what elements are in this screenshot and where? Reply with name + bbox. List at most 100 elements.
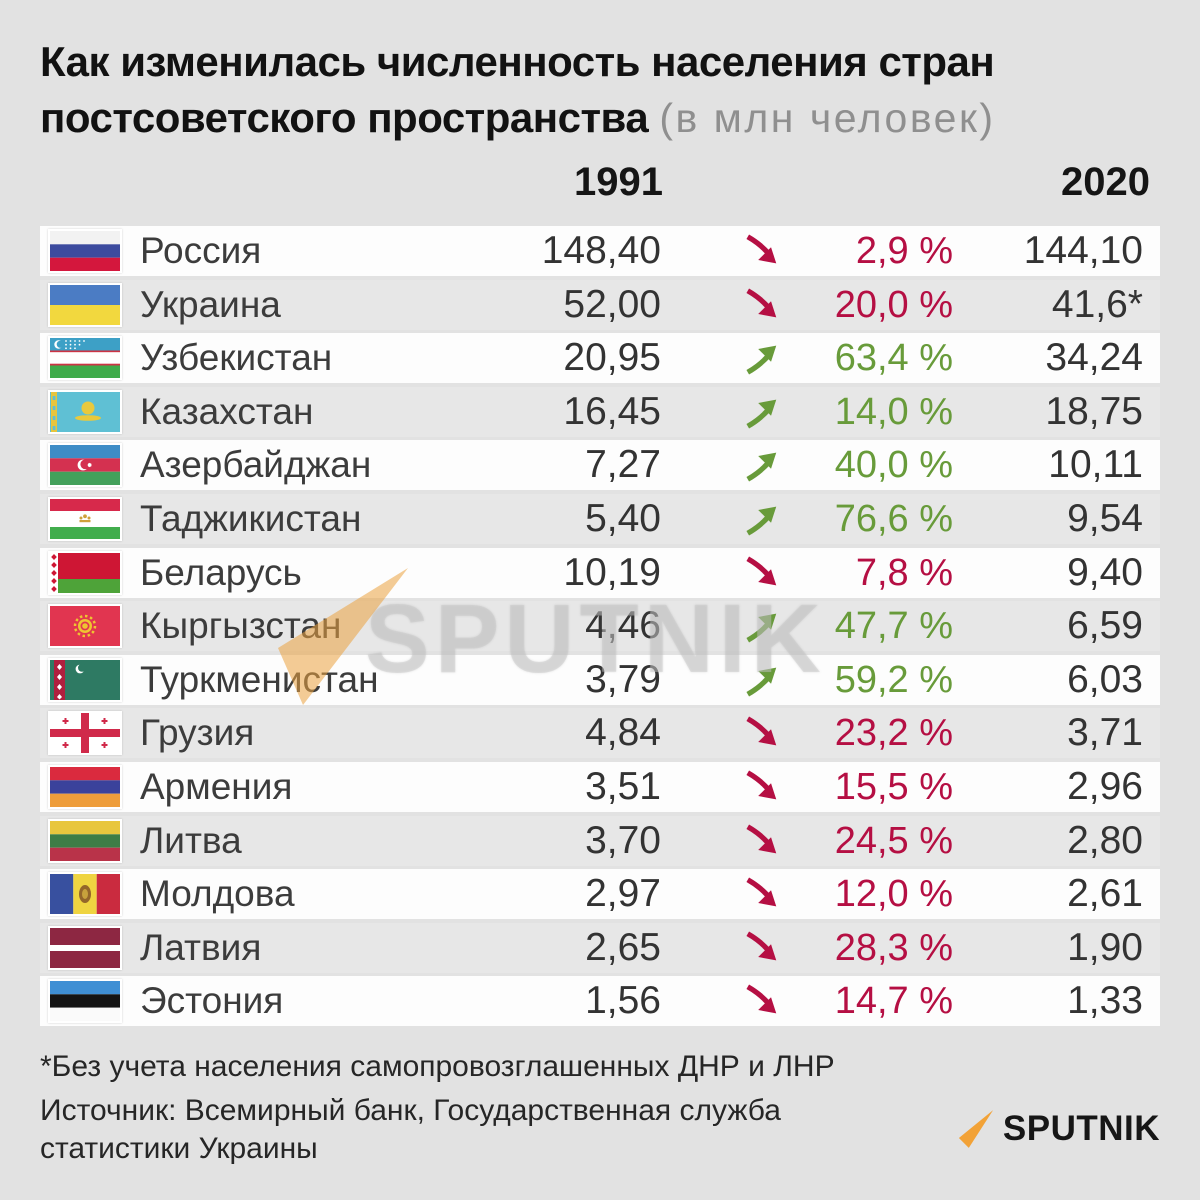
value-1991: 4,46 xyxy=(585,604,661,648)
flag-latvia-icon xyxy=(48,925,122,970)
country-name: Узбекистан xyxy=(140,337,333,379)
trend-up-icon xyxy=(743,661,781,699)
flag-azerbaijan-icon xyxy=(48,443,122,488)
value-2020: 3,71 xyxy=(1067,711,1143,755)
value-1991: 1,56 xyxy=(585,979,661,1023)
country-name: Эстония xyxy=(140,980,284,1022)
sputnik-logo: SPUTNIK xyxy=(958,1108,1160,1150)
percent-change: 28,3 % xyxy=(834,926,953,969)
percent-change: 12,0 % xyxy=(834,873,953,916)
column-header-2020: 2020 xyxy=(1061,160,1150,204)
flag-tajikistan-icon xyxy=(48,496,122,541)
page-title: Как изменилась численность населения стр… xyxy=(40,34,996,146)
population-table: Россия 148,40 2,9 % 144,10 Украина 52,00… xyxy=(40,226,1160,1030)
trend-down-icon xyxy=(743,714,781,752)
sputnik-logo-label: SPUTNIK xyxy=(1002,1109,1160,1148)
country-name: Казахстан xyxy=(140,390,314,432)
trend-down-icon xyxy=(743,232,781,270)
table-row: Литва 3,70 24,5 % 2,80 xyxy=(40,815,1160,866)
percent-change: 14,7 % xyxy=(834,980,953,1023)
title-line1: Как изменилась численность населения стр… xyxy=(40,38,995,85)
trend-up-icon xyxy=(743,446,781,484)
percent-change: 47,7 % xyxy=(834,605,953,648)
country-name: Таджикистан xyxy=(140,497,362,539)
value-2020: 9,54 xyxy=(1067,496,1143,540)
value-1991: 148,40 xyxy=(541,229,661,272)
table-row: Узбекистан 20,95 63,4 % 34,24 xyxy=(40,333,1160,384)
value-1991: 4,84 xyxy=(585,711,661,755)
title-line2-bold: постсоветского пространства xyxy=(40,94,649,141)
country-name: Латвия xyxy=(140,926,262,968)
table-row: Беларусь 10,19 7,8 % 9,40 xyxy=(40,547,1160,598)
country-name: Литва xyxy=(140,819,242,861)
percent-change: 40,0 % xyxy=(834,444,953,487)
title-line2: постсоветского пространства (в млн челов… xyxy=(40,90,996,146)
value-2020: 2,96 xyxy=(1067,764,1143,808)
trend-up-icon xyxy=(743,393,781,431)
value-2020: 2,80 xyxy=(1067,818,1143,862)
percent-change: 24,5 % xyxy=(834,819,953,862)
value-1991: 10,19 xyxy=(563,550,661,594)
flag-kyrgyzstan-icon xyxy=(48,604,122,649)
table-row: Латвия 2,65 28,3 % 1,90 xyxy=(40,922,1160,973)
percent-change: 20,0 % xyxy=(834,283,953,326)
table-row: Таджикистан 5,40 76,6 % 9,54 xyxy=(40,493,1160,544)
country-name: Грузия xyxy=(140,712,255,754)
value-2020: 1,90 xyxy=(1067,925,1143,969)
flag-armenia-icon xyxy=(48,764,122,809)
flag-uzbekistan-icon xyxy=(48,336,122,381)
value-2020: 34,24 xyxy=(1045,336,1143,380)
value-1991: 3,51 xyxy=(585,764,661,808)
country-name: Беларусь xyxy=(140,551,302,593)
flag-belarus-icon xyxy=(48,550,122,595)
value-2020: 2,61 xyxy=(1067,872,1143,916)
value-2020: 1,33 xyxy=(1067,979,1143,1023)
table-row: Россия 148,40 2,9 % 144,10 xyxy=(40,226,1160,276)
table-row: Эстония 1,56 14,7 % 1,33 xyxy=(40,976,1160,1027)
flag-lithuania-icon xyxy=(48,818,122,863)
value-2020: 41,6* xyxy=(1051,282,1143,326)
value-2020: 6,03 xyxy=(1067,657,1143,701)
value-2020: 18,75 xyxy=(1045,389,1143,433)
value-2020: 10,11 xyxy=(1048,443,1143,487)
table-row: Кыргызстан 4,46 47,7 % 6,59 xyxy=(40,601,1160,652)
footnote: *Без учета населения самопровозглашенных… xyxy=(40,1050,835,1083)
table-row: Туркменистан 3,79 59,2 % 6,03 xyxy=(40,654,1160,705)
value-1991: 3,70 xyxy=(585,818,661,862)
country-name: Азербайджан xyxy=(140,444,372,486)
flag-kazakhstan-icon xyxy=(48,389,122,434)
table-row: Азербайджан 7,27 40,0 % 10,11 xyxy=(40,440,1160,491)
value-2020: 6,59 xyxy=(1067,604,1143,648)
title-unit-note: (в млн человек) xyxy=(659,95,996,141)
trend-down-icon xyxy=(743,822,781,860)
trend-down-icon xyxy=(743,554,781,592)
value-1991: 3,79 xyxy=(585,657,661,701)
country-name: Украина xyxy=(140,283,281,325)
value-2020: 144,10 xyxy=(1023,229,1143,272)
value-1991: 20,95 xyxy=(563,336,661,380)
trend-up-icon xyxy=(743,500,781,538)
flag-russia-icon xyxy=(48,229,122,273)
trend-down-icon xyxy=(743,768,781,806)
percent-change: 23,2 % xyxy=(834,712,953,755)
percent-change: 63,4 % xyxy=(834,337,953,380)
trend-down-icon xyxy=(743,982,781,1020)
percent-change: 14,0 % xyxy=(834,390,953,433)
percent-change: 15,5 % xyxy=(834,765,953,808)
sputnik-logo-arrow-icon xyxy=(958,1110,993,1148)
flag-estonia-icon xyxy=(48,979,122,1024)
value-1991: 7,27 xyxy=(585,443,661,487)
percent-change: 7,8 % xyxy=(855,551,953,594)
value-1991: 52,00 xyxy=(563,282,661,326)
country-name: Кыргызстан xyxy=(140,605,342,647)
country-name: Туркменистан xyxy=(140,658,379,700)
flag-turkmenistan-icon xyxy=(48,657,122,702)
percent-change: 76,6 % xyxy=(834,497,953,540)
percent-change: 2,9 % xyxy=(855,230,953,272)
table-row: Армения 3,51 15,5 % 2,96 xyxy=(40,761,1160,812)
source-note: Источник: Всемирный банк, Государственна… xyxy=(40,1094,781,1165)
table-row: Украина 52,00 20,0 % 41,6* xyxy=(40,279,1160,330)
trend-up-icon xyxy=(743,607,781,645)
value-2020: 9,40 xyxy=(1067,550,1143,594)
